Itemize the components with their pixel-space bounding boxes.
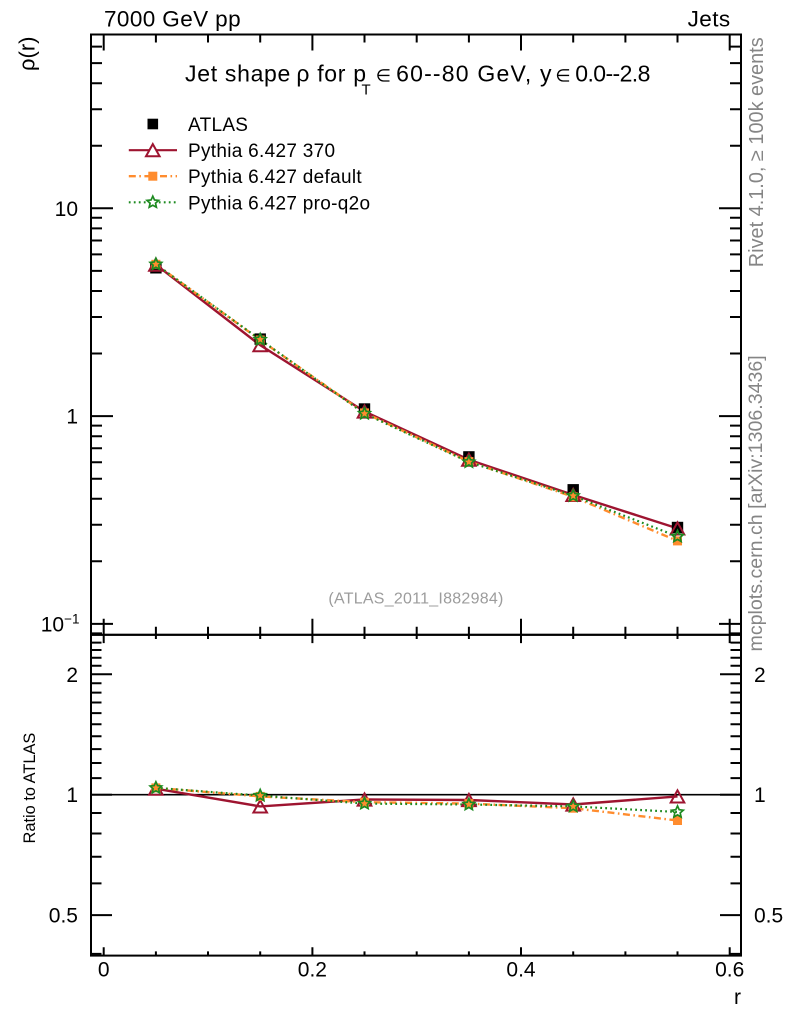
svg-text:0.0--2.8: 0.0--2.8: [575, 61, 649, 87]
svg-text:0.2: 0.2: [298, 958, 327, 981]
svg-text:0: 0: [98, 958, 110, 981]
svg-text:r: r: [734, 986, 741, 1009]
svg-text:T: T: [362, 81, 371, 98]
svg-text:∈: ∈: [376, 66, 391, 86]
svg-text:2: 2: [754, 664, 766, 687]
svg-text:7000 GeV pp: 7000 GeV pp: [104, 7, 241, 32]
svg-text:(ATLAS_2011_I882984): (ATLAS_2011_I882984): [328, 590, 503, 607]
svg-text:Rivet 4.1.0, ≥ 100k events: Rivet 4.1.0, ≥ 100k events: [746, 37, 768, 267]
svg-text:0.5: 0.5: [754, 905, 783, 928]
svg-text:Jet shape ρ for p: Jet shape ρ for p: [185, 61, 367, 87]
svg-text:ρ(r): ρ(r): [15, 37, 40, 72]
svg-text:2: 2: [66, 664, 78, 687]
svg-text:0.4: 0.4: [506, 958, 536, 981]
svg-text:1: 1: [66, 406, 78, 429]
svg-text:Jets: Jets: [688, 7, 731, 32]
svg-text:∈: ∈: [555, 66, 570, 86]
svg-text:1: 1: [66, 784, 78, 807]
svg-text:60--80 GeV, y: 60--80 GeV, y: [396, 61, 553, 87]
svg-text:1: 1: [754, 784, 766, 807]
svg-text:0.6: 0.6: [715, 958, 744, 981]
svg-text:0.5: 0.5: [49, 905, 78, 928]
svg-text:10: 10: [55, 198, 78, 221]
svg-text:Pythia 6.427 default: Pythia 6.427 default: [188, 167, 362, 188]
svg-text:Pythia 6.427 370: Pythia 6.427 370: [188, 141, 335, 162]
svg-text:mcplots.cern.ch [arXiv:1306.34: mcplots.cern.ch [arXiv:1306.3436]: [745, 355, 767, 651]
svg-text:Ratio to ATLAS: Ratio to ATLAS: [21, 733, 39, 844]
svg-text:ATLAS: ATLAS: [188, 115, 248, 136]
svg-text:Pythia 6.427 pro-q2o: Pythia 6.427 pro-q2o: [188, 193, 370, 214]
